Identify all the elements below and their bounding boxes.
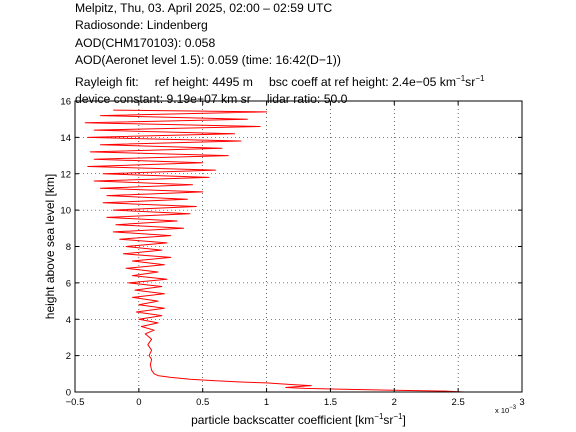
x-tick-label: 0 bbox=[136, 397, 141, 408]
aod-chm-line: AOD(CHM170103): 0.058 bbox=[75, 35, 216, 50]
x-axis-label: particle backscatter coefficient [km−1sr… bbox=[191, 412, 406, 427]
rayleigh-fit-label: Rayleigh fit: bbox=[75, 74, 139, 89]
radiosonde-line: Radiosonde: Lindenberg bbox=[75, 18, 208, 33]
backscatter-profile-line bbox=[84, 109, 465, 393]
ref-height: ref height: 4495 m bbox=[154, 74, 253, 89]
y-tick-label: 6 bbox=[66, 278, 71, 289]
device-constant: device constant: 9.19e+07 km sr bbox=[75, 92, 251, 107]
lidar-ratio: lidar ratio: 50.0 bbox=[266, 92, 348, 107]
x-tick-label: 2 bbox=[392, 397, 397, 408]
x-tick-label: 1 bbox=[264, 397, 269, 408]
y-tick-label: 16 bbox=[60, 97, 71, 108]
y-tick-label: 8 bbox=[66, 242, 71, 253]
bsc-coeff: bsc coeff at ref height: 2.4e−05 km−1sr−… bbox=[268, 73, 485, 89]
x-axis-label-exp-1: −1 bbox=[374, 412, 384, 421]
x-tick-label: 2.5 bbox=[452, 397, 465, 408]
x-axis-exponent: x 10−3 bbox=[495, 405, 517, 415]
chart-header: Melpitz, Thu, 03. April 2025, 02:00 – 02… bbox=[75, 0, 570, 109]
y-tick-label: 12 bbox=[60, 169, 71, 180]
x-tick-label: 3 bbox=[519, 397, 524, 408]
y-tick-label: 14 bbox=[60, 133, 71, 144]
aod-aeronet-line: AOD(Aeronet level 1.5): 0.059 (time: 16:… bbox=[75, 53, 341, 68]
y-tick-label: 10 bbox=[60, 206, 71, 217]
axes-box bbox=[74, 100, 523, 393]
grid bbox=[75, 101, 522, 392]
x-axis-label-exp-2: −1 bbox=[393, 412, 403, 421]
x-tick-label: 1.5 bbox=[324, 397, 337, 408]
y-tick-label: 4 bbox=[66, 315, 71, 326]
x-tick-label: −0.5 bbox=[66, 397, 85, 408]
rayleigh-fit-line: Rayleigh fit: ref height: 4495 m bsc coeff… bbox=[75, 70, 570, 91]
bsc-unit-exp-2: −1 bbox=[475, 73, 485, 83]
location-date-line: Melpitz, Thu, 03. April 2025, 02:00 – 02… bbox=[75, 1, 333, 15]
bsc-unit-exp-1: −1 bbox=[456, 73, 466, 83]
y-tick-label: 2 bbox=[66, 351, 71, 362]
series-layer bbox=[84, 109, 465, 393]
y-tick-label: 0 bbox=[66, 388, 71, 399]
device-constant-line: device constant: 9.19e+07 km sr lidar rat… bbox=[75, 91, 570, 108]
x-tick-label: 0.5 bbox=[196, 397, 209, 408]
y-axis-label: height above sea level [km] bbox=[43, 174, 57, 319]
